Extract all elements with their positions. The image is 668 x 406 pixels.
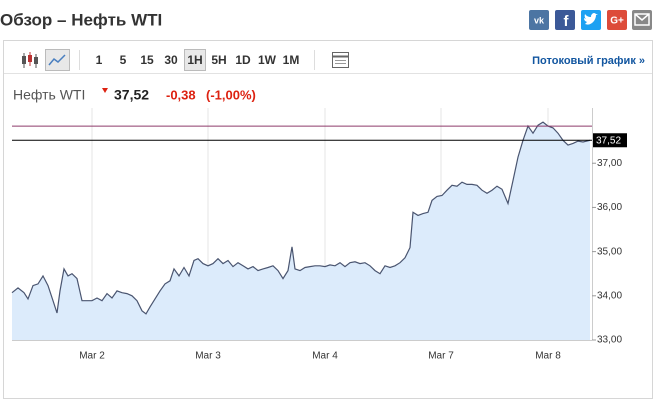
area [12, 122, 590, 340]
instrument-name: Нефть WTI [13, 87, 85, 103]
interval-button[interactable]: 5 [120, 53, 127, 67]
share-google-label: G+ [610, 16, 624, 27]
price: 37,52 [114, 87, 149, 103]
interval-button[interactable]: 5H [211, 53, 226, 67]
candle-button[interactable] [22, 52, 38, 68]
widget-frame [3, 40, 653, 399]
last-price-label: 37,52 [596, 135, 621, 146]
y-tick-label: 34,00 [597, 290, 622, 301]
interval-button[interactable]: 15 [140, 53, 154, 67]
twitter-bird [584, 13, 598, 25]
interval-button[interactable]: 1M [283, 53, 300, 67]
down-arrow [102, 88, 108, 93]
x-tick-label: Mar 7 [428, 351, 454, 362]
y-tick-label: 37,00 [597, 158, 622, 169]
interval-button[interactable]: 1W [258, 53, 277, 67]
share-vk-label: vk [534, 15, 545, 25]
share-vk[interactable] [529, 10, 549, 30]
line-icon [48, 54, 66, 66]
change-percent: (-1,00%) [206, 87, 256, 102]
last-price-box [593, 133, 627, 148]
interval-button[interactable]: 1D [235, 53, 251, 67]
y-tick-label: 33,00 [597, 335, 622, 346]
mail-icon [634, 13, 650, 26]
share-google[interactable] [607, 10, 627, 30]
x-tick-label: Mar 4 [312, 351, 338, 362]
change: -0,38 [166, 87, 196, 102]
page-title: Обзор – Нефть WTI [0, 10, 162, 29]
stream-link[interactable]: Потоковый график » [532, 55, 645, 67]
share-facebook-label: f [564, 13, 570, 30]
line-button[interactable] [45, 49, 70, 71]
y-tick-label: 35,00 [597, 246, 622, 257]
interval-button[interactable]: 1H [187, 53, 202, 67]
x-tick-label: Mar 2 [79, 351, 105, 362]
interval-button[interactable]: 30 [164, 53, 178, 67]
interval-selected [184, 49, 206, 71]
price-line [11, 121, 591, 315]
calendar-button[interactable] [332, 52, 349, 68]
x-tick-label: Mar 3 [195, 351, 221, 362]
y-tick-label: 36,00 [597, 202, 622, 213]
share-facebook[interactable] [555, 10, 575, 30]
x-tick-label: Mar 8 [535, 351, 561, 362]
interval-button[interactable]: 1 [96, 53, 103, 67]
